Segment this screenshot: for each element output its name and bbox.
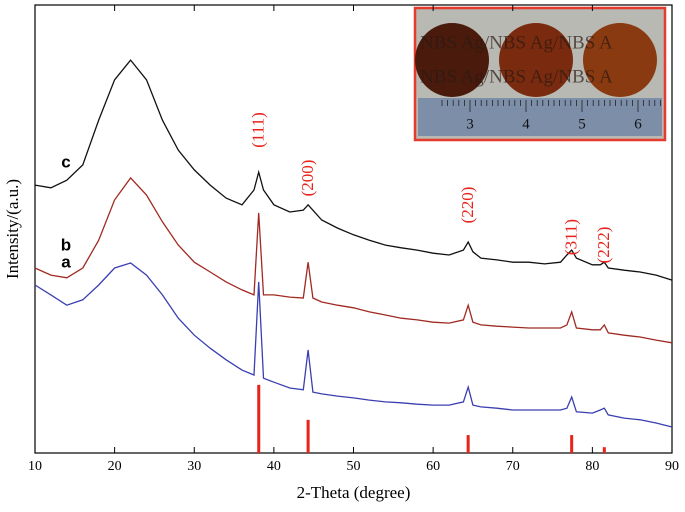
peak-label: (311) — [562, 219, 581, 255]
peak-label: (222) — [594, 227, 613, 264]
watermark: NBS Ag/NBS Ag/NBS A — [420, 66, 613, 87]
inset-photo: NBS Ag/NBS Ag/NBS A NBS Ag/NBS Ag/NBS A … — [413, 6, 667, 142]
sample-disc — [583, 23, 657, 97]
x-tick-label: 80 — [585, 459, 599, 474]
peak-label: (220) — [458, 187, 477, 224]
x-tick-label: 50 — [347, 459, 361, 474]
curve-label: a — [61, 252, 71, 271]
ruler-label: 4 — [522, 116, 530, 132]
spectrum-line — [34, 262, 673, 428]
watermark: NBS Ag/NBS Ag/NBS A — [420, 32, 613, 53]
sample-disc — [415, 23, 489, 97]
x-axis-label: 2-Theta (degree) — [297, 483, 411, 502]
spectrum-line — [34, 176, 673, 344]
ruler-label: 6 — [634, 116, 642, 132]
x-tick-label: 90 — [665, 459, 679, 474]
peak-label: (111) — [249, 112, 268, 148]
x-tick-label: 10 — [28, 459, 42, 474]
sample-disc — [499, 23, 573, 97]
x-tick-label: 30 — [187, 459, 201, 474]
x-tick-label: 60 — [426, 459, 440, 474]
peak-label: (200) — [298, 160, 317, 197]
ruler-label: 5 — [578, 116, 586, 132]
x-tick-label: 70 — [506, 459, 520, 474]
x-tick-label: 20 — [108, 459, 122, 474]
ruler — [418, 98, 662, 136]
x-tick-label: 40 — [267, 459, 281, 474]
spectrum-line — [34, 59, 673, 281]
ruler-label: 3 — [466, 116, 474, 132]
curve-label: c — [61, 153, 70, 172]
y-axis-label: Intensity/(a.u.) — [3, 179, 22, 279]
curve-label: b — [61, 235, 71, 254]
